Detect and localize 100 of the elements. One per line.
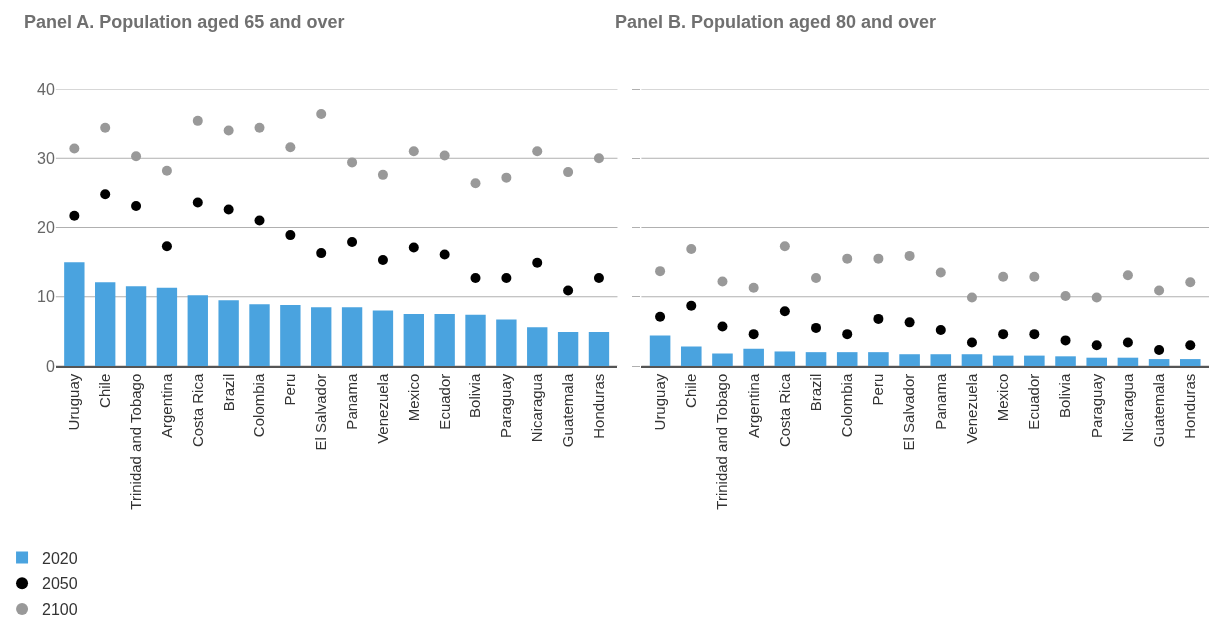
- x-tick-label: Colombia: [250, 373, 268, 438]
- point: [254, 122, 265, 133]
- point: [285, 142, 296, 153]
- x-tick-label: Colombia: [838, 373, 856, 438]
- point: [904, 317, 915, 328]
- point: [316, 248, 327, 259]
- point: [377, 255, 388, 266]
- x-tick-label: Paraguay: [1087, 373, 1105, 438]
- bar: [712, 353, 733, 366]
- point: [1154, 345, 1165, 356]
- point: [408, 146, 419, 157]
- point: [593, 153, 604, 164]
- bar: [465, 314, 486, 366]
- point: [904, 250, 915, 261]
- bar: [341, 307, 363, 366]
- bar: [588, 332, 610, 366]
- x-tick-label: Venezuela: [962, 373, 980, 444]
- x-tick-label: Panama: [342, 373, 360, 430]
- point: [161, 165, 172, 176]
- point: [563, 285, 574, 296]
- bar: [1055, 356, 1076, 366]
- y-tick-label: 10: [37, 288, 55, 306]
- point: [439, 150, 450, 161]
- point: [1091, 340, 1102, 351]
- point: [532, 257, 543, 268]
- x-tick-label: El Salvador: [312, 373, 330, 451]
- point: [223, 204, 234, 215]
- point: [1060, 291, 1071, 302]
- x-tick-label: Argentina: [744, 373, 762, 438]
- point: [131, 201, 142, 212]
- bar: [1117, 357, 1139, 366]
- point: [1029, 329, 1040, 340]
- point: [1185, 277, 1196, 288]
- point: [285, 230, 296, 241]
- bar: [649, 335, 671, 366]
- point: [779, 306, 790, 317]
- bar: [1179, 359, 1201, 366]
- point: [1091, 292, 1102, 303]
- bar: [557, 332, 579, 366]
- point: [748, 282, 759, 293]
- bar: [1086, 357, 1108, 366]
- point: [501, 273, 512, 284]
- point: [1185, 340, 1196, 351]
- x-tick-label: Bolivia: [1056, 373, 1074, 418]
- bar: [372, 310, 394, 366]
- point: [998, 329, 1009, 340]
- bar: [805, 352, 827, 366]
- point: [873, 253, 884, 264]
- x-tick-label: Chile: [96, 373, 114, 408]
- x-tick-label: Nicaragua: [1118, 373, 1136, 443]
- point: [192, 197, 203, 208]
- point: [161, 241, 172, 252]
- point: [223, 125, 234, 136]
- point: [779, 241, 790, 252]
- x-tick-label: Costa Rica: [188, 373, 206, 448]
- chart-title: Panel A. Population aged 65 and over: [24, 12, 345, 32]
- y-tick-label: 20: [37, 219, 55, 237]
- bar: [868, 352, 889, 366]
- point: [873, 313, 884, 324]
- point: [347, 237, 358, 248]
- point: [69, 143, 80, 154]
- bar: [496, 319, 517, 366]
- legend-label: 2050: [42, 575, 78, 593]
- bar: [403, 314, 424, 366]
- x-tick-label: Mexico: [994, 373, 1012, 422]
- point: [470, 273, 481, 284]
- y-tick-label: 30: [37, 149, 55, 167]
- point: [69, 210, 80, 221]
- bar: [187, 295, 208, 366]
- point: [377, 169, 388, 180]
- point: [1122, 270, 1133, 281]
- point: [470, 178, 481, 189]
- bar: [156, 287, 178, 366]
- x-tick-label: Guatemala: [558, 373, 576, 448]
- point: [935, 324, 946, 335]
- point: [1029, 271, 1040, 282]
- x-tick-label: Bolivia: [466, 373, 484, 418]
- point: [842, 253, 853, 264]
- x-tick-label: Ecuador: [435, 373, 453, 430]
- y-tick-label: 0: [45, 357, 55, 375]
- point: [935, 267, 946, 278]
- x-tick-label: Chile: [682, 373, 700, 408]
- point: [192, 115, 203, 126]
- x-tick-label: Uruguay: [65, 373, 83, 431]
- x-tick-label: Nicaragua: [528, 373, 546, 443]
- point: [748, 329, 759, 340]
- bar: [899, 354, 920, 366]
- x-tick-label: Honduras: [589, 373, 607, 439]
- bar: [218, 300, 239, 366]
- bar: [930, 354, 952, 366]
- bar: [125, 286, 147, 366]
- point: [655, 311, 666, 322]
- x-tick-label: Peru: [869, 373, 887, 406]
- point: [811, 273, 822, 284]
- x-tick-label: Trinidad and Tobago: [713, 373, 731, 510]
- bar: [836, 352, 858, 366]
- x-tick-label: El Salvador: [900, 373, 918, 451]
- bar: [527, 327, 548, 366]
- point: [842, 329, 853, 340]
- bar: [992, 355, 1014, 366]
